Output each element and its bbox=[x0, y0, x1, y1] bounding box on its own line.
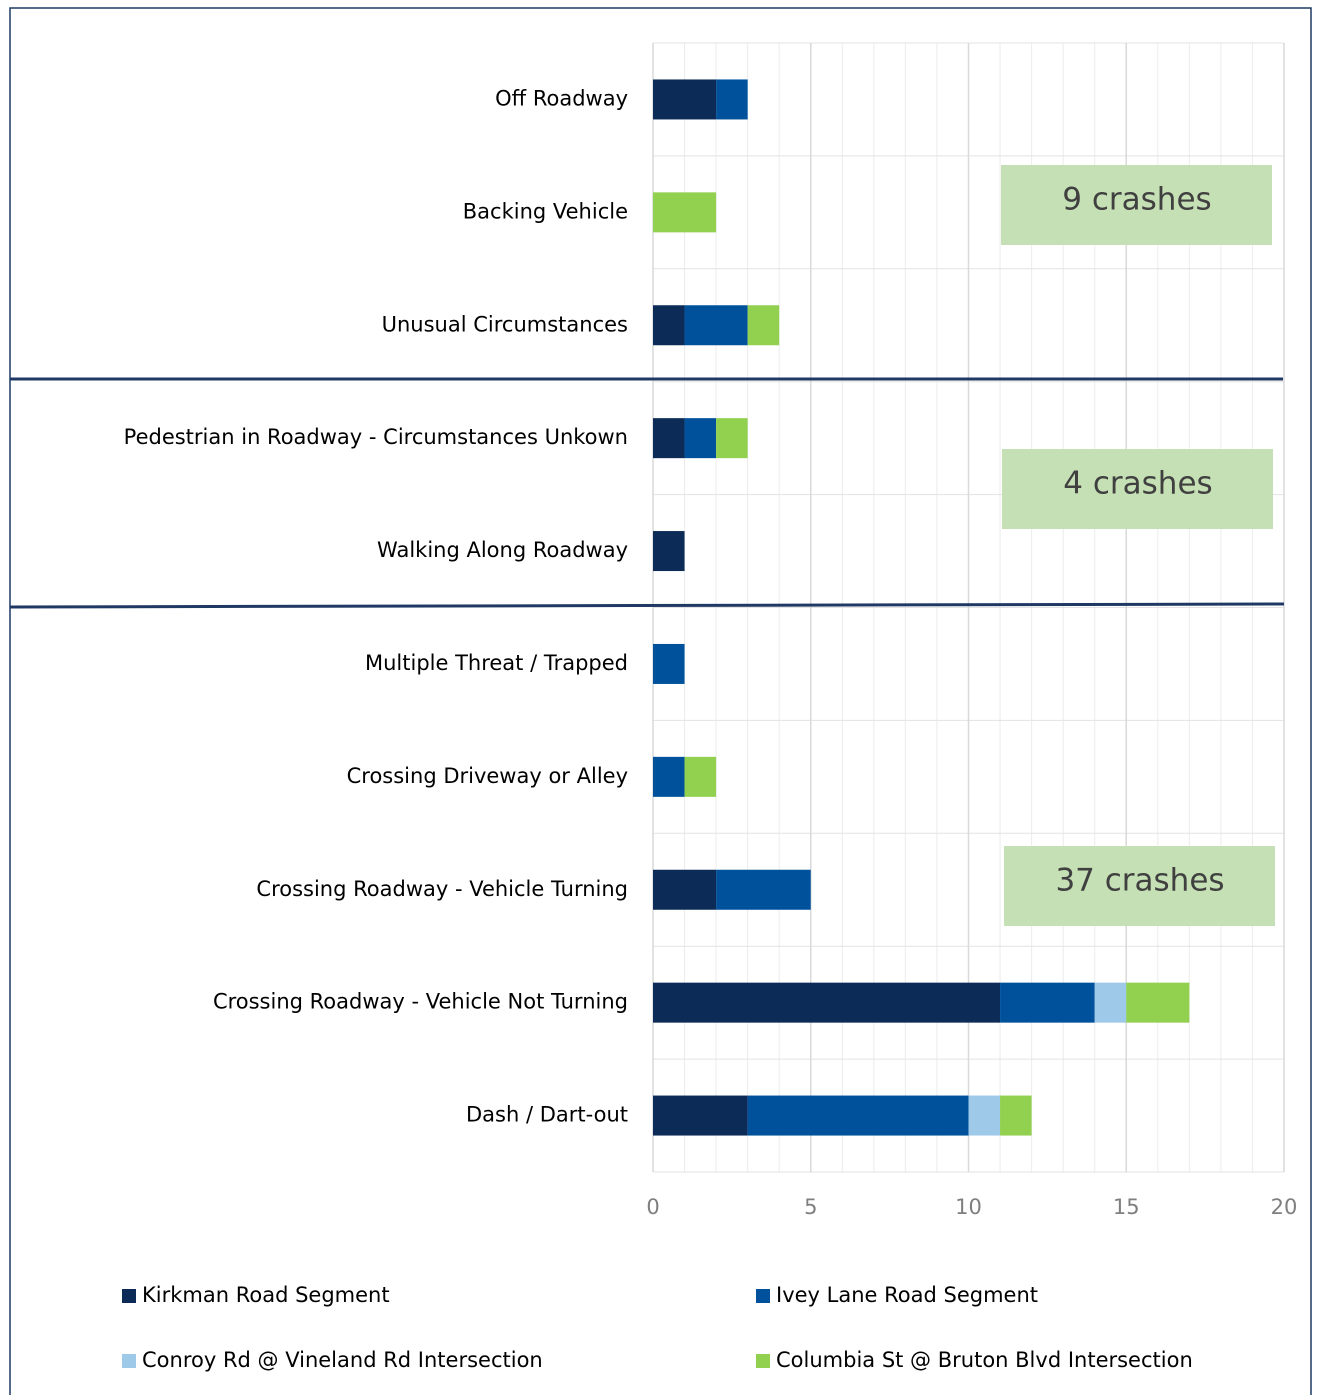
x-tick-label: 15 bbox=[1113, 1195, 1140, 1219]
annotation-box bbox=[1004, 846, 1275, 926]
group-separator bbox=[9, 602, 1285, 609]
bar bbox=[653, 305, 685, 346]
bar bbox=[653, 79, 717, 120]
bar bbox=[653, 869, 717, 910]
annotation: 37 crashes bbox=[1055, 863, 1224, 899]
y-tick-label: Crossing Driveway or Alley bbox=[347, 764, 628, 788]
bar bbox=[1126, 982, 1190, 1023]
bar bbox=[716, 418, 748, 459]
legend-swatch bbox=[122, 1354, 136, 1368]
bar bbox=[653, 643, 685, 684]
bar bbox=[653, 531, 685, 572]
frame bbox=[9, 7, 1312, 1395]
bar bbox=[747, 1095, 969, 1136]
bar bbox=[684, 756, 717, 797]
annotation-box bbox=[1001, 165, 1272, 245]
y-tick-label: Off Roadway bbox=[495, 86, 628, 110]
y-tick-label: Pedestrian in Roadway - Circumstances Un… bbox=[124, 425, 628, 449]
bar bbox=[653, 418, 685, 459]
legend-label: Conroy Rd @ Vineland Rd Intersection bbox=[142, 1348, 543, 1372]
bar bbox=[1000, 1095, 1032, 1136]
legend-swatch bbox=[122, 1289, 136, 1303]
legend-label: Kirkman Road Segment bbox=[142, 1283, 390, 1307]
bar bbox=[684, 305, 748, 346]
bar bbox=[747, 305, 780, 346]
x-tick-label: 10 bbox=[955, 1195, 982, 1219]
y-tick-label: Walking Along Roadway bbox=[377, 538, 628, 562]
y-tick-label: Multiple Threat / Trapped bbox=[365, 651, 628, 675]
bar bbox=[684, 418, 717, 459]
annotation: 4 crashes bbox=[1063, 466, 1212, 502]
bar bbox=[653, 192, 717, 233]
bar bbox=[716, 869, 811, 910]
y-tick-label: Dash / Dart-out bbox=[466, 1103, 628, 1127]
annotation-box bbox=[1002, 449, 1273, 529]
annotation: 9 crashes bbox=[1062, 182, 1211, 218]
legend-swatch bbox=[756, 1354, 770, 1368]
bar bbox=[1094, 982, 1127, 1023]
bar bbox=[968, 1095, 1001, 1136]
legend-label: Columbia St @ Bruton Blvd Intersection bbox=[776, 1348, 1193, 1372]
y-tick-label: Backing Vehicle bbox=[463, 199, 628, 223]
bar bbox=[653, 1095, 748, 1136]
x-tick-label: 20 bbox=[1271, 1195, 1298, 1219]
y-tick-label: Crossing Roadway - Vehicle Not Turning bbox=[213, 990, 628, 1014]
bar bbox=[716, 79, 748, 120]
bar bbox=[653, 982, 1001, 1023]
bar bbox=[1000, 982, 1095, 1023]
bar bbox=[653, 756, 685, 797]
y-tick-label: Crossing Roadway - Vehicle Turning bbox=[256, 877, 628, 901]
legend-label: Ivey Lane Road Segment bbox=[776, 1283, 1038, 1307]
x-tick-label: 0 bbox=[646, 1195, 659, 1219]
x-tick-label: 5 bbox=[804, 1195, 817, 1219]
y-tick-label: Unusual Circumstances bbox=[382, 312, 628, 336]
legend-swatch bbox=[756, 1289, 770, 1303]
